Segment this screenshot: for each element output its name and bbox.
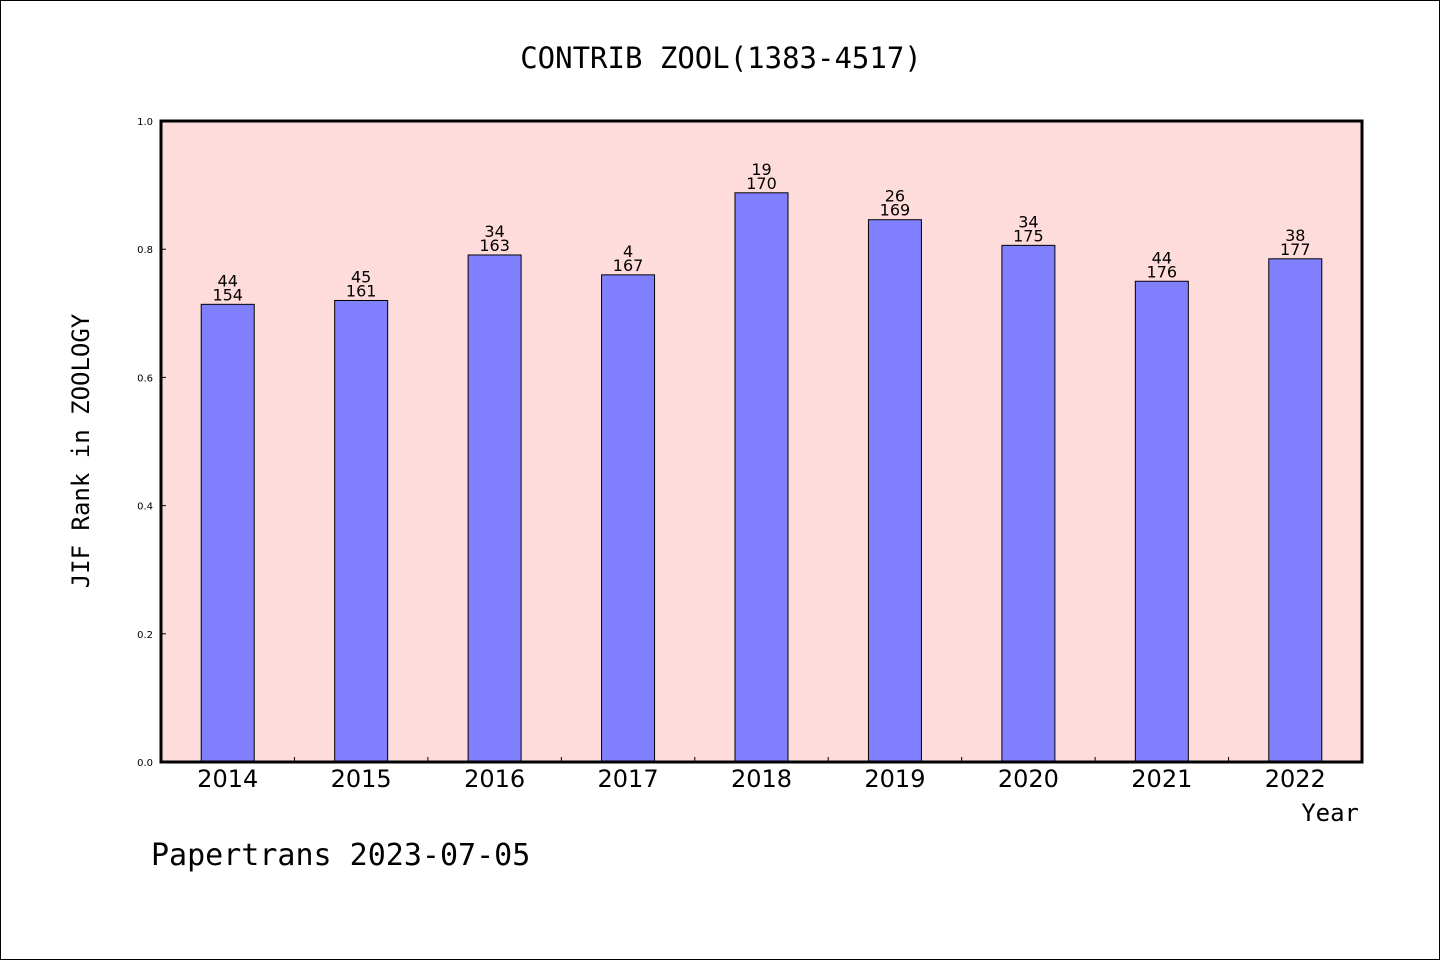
- x-tick-label: 2017: [598, 765, 659, 793]
- bar-rank-label: 4: [623, 242, 633, 261]
- bar-rank-label: 44: [1152, 248, 1172, 267]
- bar-total-label: 161: [346, 281, 377, 300]
- y-axis-label: JIF Rank in ZOOLOGY: [67, 313, 95, 588]
- bar-rank-label: 26: [885, 187, 905, 206]
- bar-rank-label: 34: [484, 222, 504, 241]
- x-tick-label: 2022: [1265, 765, 1326, 793]
- y-tick-label: 1.0: [137, 117, 153, 128]
- bar-total-label: 163: [479, 236, 510, 255]
- y-tick-label: 0.8: [137, 245, 153, 256]
- x-tick-label: 2019: [864, 765, 925, 793]
- x-axis-ticks: 2014 2015 2016 2017 2018 2019 2020 2021 2022: [197, 757, 1326, 793]
- x-axis-label: Year: [1301, 799, 1359, 827]
- plot-border: [159, 119, 1364, 764]
- y-tick-label: 0.4: [137, 502, 153, 513]
- bar-total-label: 175: [1013, 226, 1044, 245]
- bar-rank-label: 19: [751, 160, 771, 179]
- x-tick-label: 2016: [464, 765, 525, 793]
- x-tick-label: 2018: [731, 765, 792, 793]
- bar-rank-label: 44: [218, 271, 238, 290]
- bar-2021: [1134, 280, 1189, 763]
- x-tick-label: 2021: [1131, 765, 1192, 793]
- bar-2015: [334, 299, 389, 763]
- bar-2019: [867, 219, 922, 763]
- footer-watermark: Papertrans 2023-07-05: [151, 838, 530, 873]
- bar-rank-label: 34: [1018, 212, 1038, 231]
- chart-title: CONTRIB ZOOL(1383-4517): [520, 41, 922, 75]
- bar-total-label: 176: [1147, 262, 1178, 281]
- bar-2020: [1001, 244, 1056, 763]
- y-tick-label: 0.2: [137, 630, 153, 641]
- bar-total-label: 154: [212, 285, 243, 304]
- bars-layer: [200, 192, 1323, 763]
- bar-rank-label: 45: [351, 267, 371, 286]
- bar-2018: [734, 192, 789, 763]
- bar-total-label: 167: [613, 256, 644, 275]
- bar-2022: [1268, 258, 1323, 763]
- bar-total-label: 169: [880, 201, 911, 220]
- bar-total-label: 170: [746, 174, 777, 193]
- bar-2016: [467, 254, 522, 763]
- x-tick-label: 2015: [331, 765, 392, 793]
- x-tick-label: 2014: [197, 765, 258, 793]
- y-tick-label: 0.0: [137, 758, 153, 769]
- bar-rank-label: 38: [1285, 226, 1305, 245]
- y-tick-label: 0.6: [137, 373, 153, 384]
- bar-2017: [601, 274, 656, 763]
- bar-total-label: 177: [1280, 240, 1311, 259]
- bar-2014: [200, 303, 255, 763]
- x-tick-label: 2020: [998, 765, 1059, 793]
